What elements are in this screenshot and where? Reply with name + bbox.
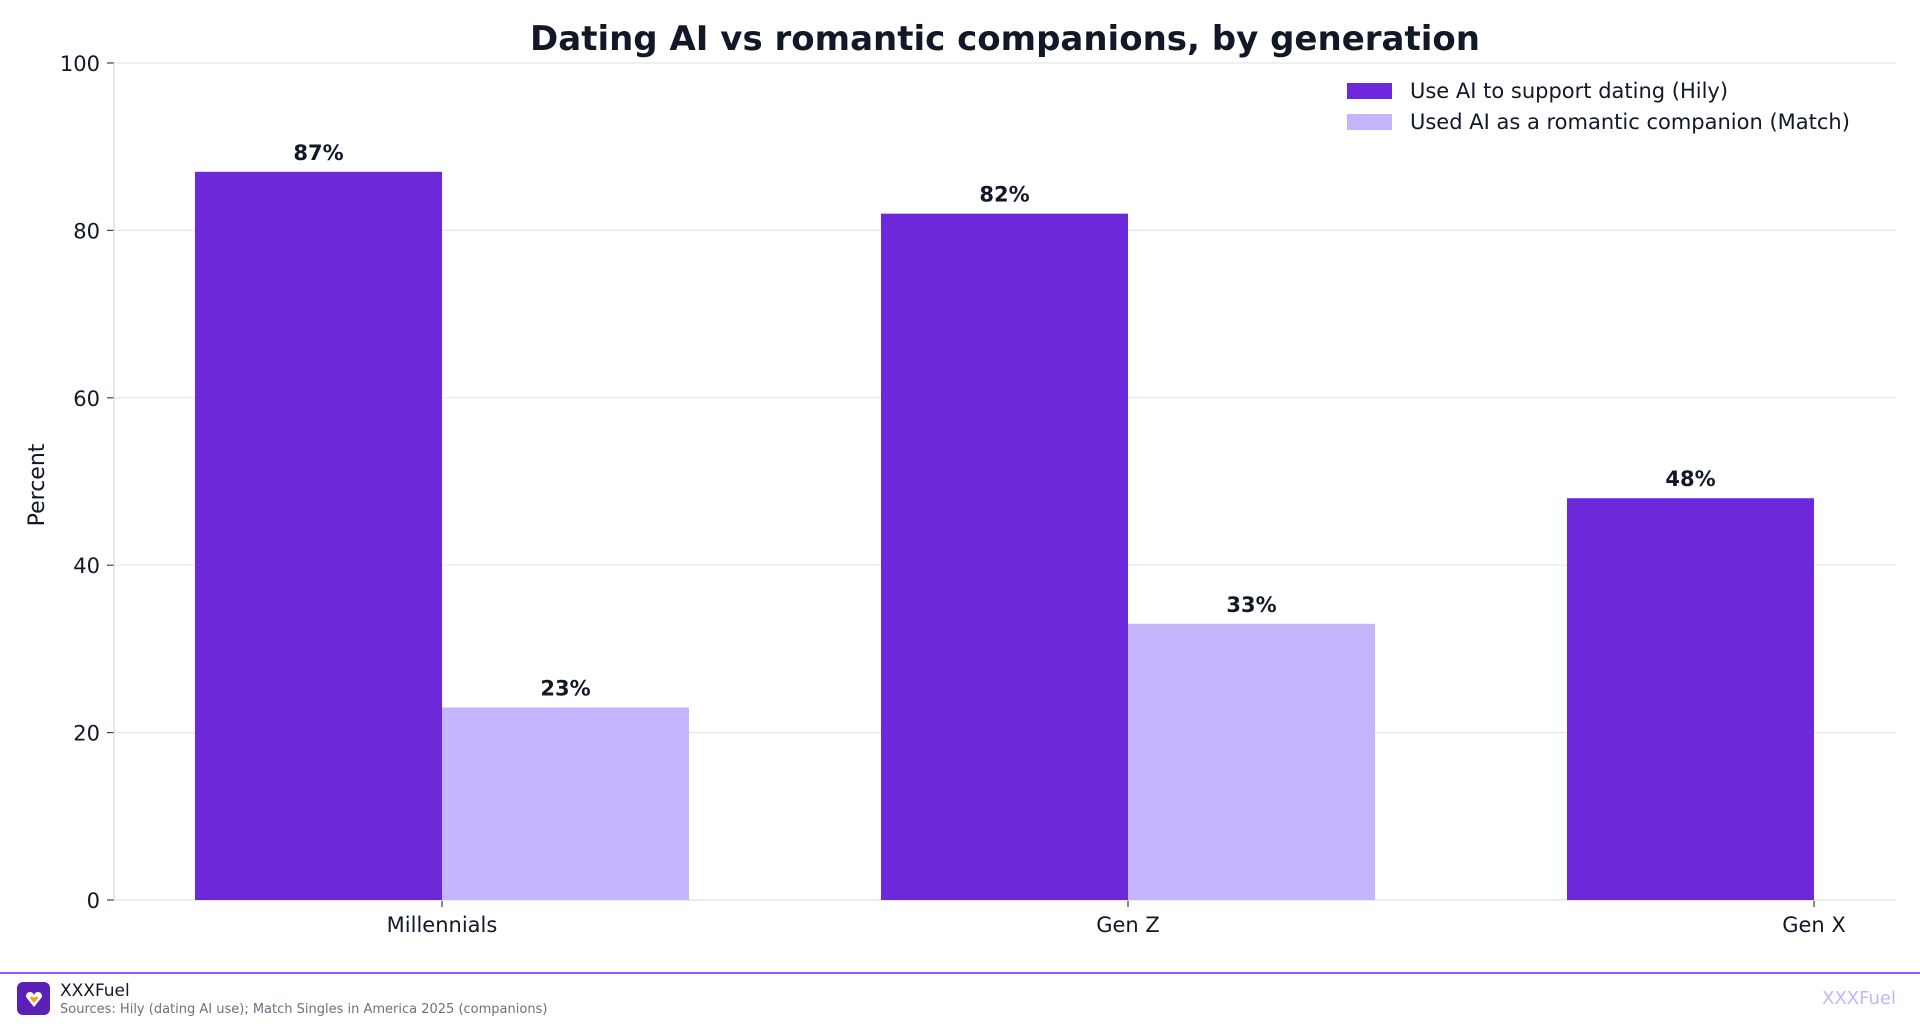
legend-label: Use AI to support dating (Hily) [1410, 79, 1728, 103]
y-tick-label: 80 [73, 219, 100, 243]
x-tick-label: Gen Z [1096, 913, 1160, 937]
footer: XXXFuel Sources: Hily (dating AI use); M… [0, 972, 1920, 1024]
data-label: 82% [979, 183, 1029, 207]
chart-title: Dating AI vs romantic companions, by gen… [530, 19, 1480, 59]
y-tick-label: 40 [73, 554, 100, 578]
y-axis-label: Percent [25, 443, 50, 526]
chart: Dating AI vs romantic companions, by gen… [25, 19, 1896, 937]
brand-name: XXXFuel [60, 981, 130, 1001]
bar-dating-support [881, 213, 1128, 900]
legend-swatch [1347, 114, 1392, 130]
heart-shield-icon [17, 982, 50, 1015]
y-tick-label: 100 [60, 52, 100, 76]
data-label: 87% [293, 141, 343, 165]
data-label: 23% [540, 676, 590, 700]
y-tick-label: 20 [73, 722, 100, 746]
bar-dating-support [195, 171, 442, 900]
legend-label: Used AI as a romantic companion (Match) [1410, 110, 1850, 134]
watermark: XXXFuel [1822, 988, 1896, 1009]
legend: Use AI to support dating (Hily) Used AI a… [1347, 79, 1850, 134]
y-tick-label: 60 [73, 387, 100, 411]
bar-romantic-companion [1128, 623, 1375, 900]
data-label: 48% [1665, 467, 1715, 491]
data-labels: 87% 23% 82% 33% 48% [293, 141, 1715, 701]
data-label: 33% [1226, 593, 1276, 617]
x-tick-label: Millennials [387, 913, 498, 937]
axes: 0 20 40 60 80 100 Millennials Gen Z Gen X [60, 52, 1896, 937]
bars [195, 171, 1814, 900]
sources-note: Sources: Hily (dating AI use); Match Sin… [60, 1002, 548, 1017]
legend-swatch [1347, 83, 1392, 99]
bar-dating-support [1567, 498, 1814, 900]
x-tick-label: Gen X [1782, 913, 1846, 937]
y-tick-label: 0 [87, 889, 100, 913]
bar-romantic-companion [442, 707, 689, 900]
